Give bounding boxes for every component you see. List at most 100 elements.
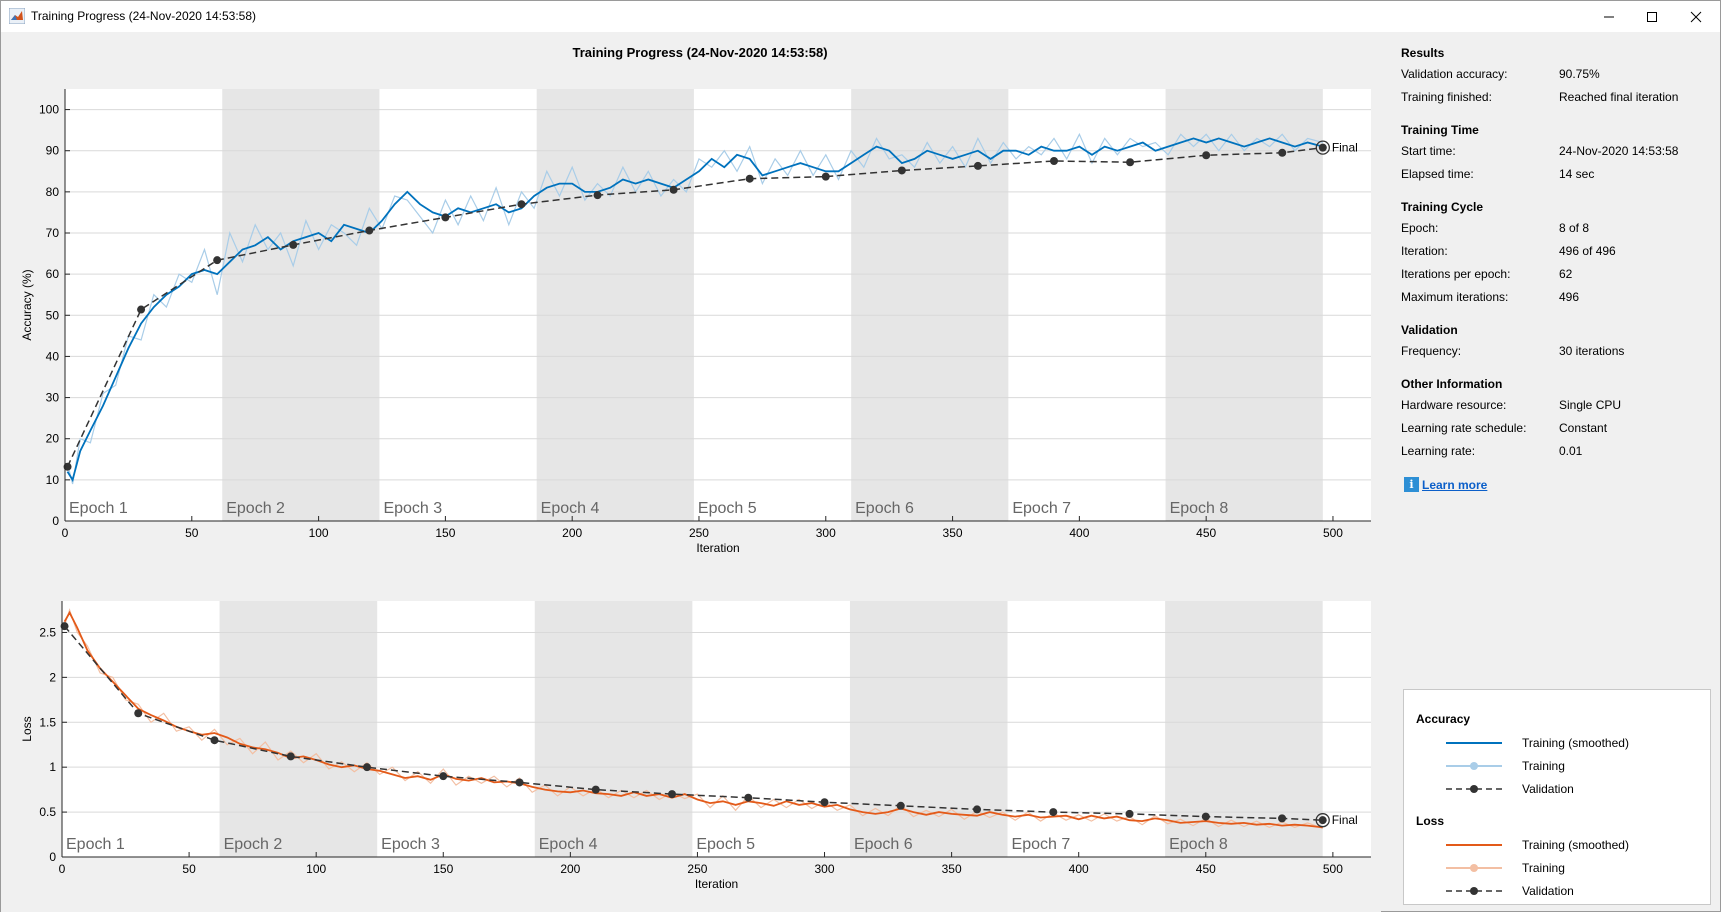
info-section-heading: Validation xyxy=(1401,323,1458,337)
legend-loss-validation: Validation xyxy=(1444,882,1574,900)
y-axis-label: Loss xyxy=(20,716,34,741)
title-bar[interactable]: Training Progress (24-Nov-2020 14:53:58) xyxy=(1,1,1720,32)
legend-accuracy-training: Training xyxy=(1444,757,1565,775)
legend-label: Training xyxy=(1522,861,1565,875)
learn-more-link[interactable]: Learn more xyxy=(1422,477,1488,492)
info-row: Hardware resource: Single CPU xyxy=(1401,398,1711,421)
loss-chart: Epoch 1 Epoch 2 Epoch 3 Epoch 4 Epoch 5 Epoch… xyxy=(20,601,1371,891)
minimize-button[interactable] xyxy=(1586,1,1632,32)
legend-label: Validation xyxy=(1522,782,1574,796)
validation-point xyxy=(289,240,298,249)
x-tick-label: 350 xyxy=(943,526,963,540)
info-row: Learning rate: 0.01 xyxy=(1401,444,1711,467)
epoch-shade xyxy=(1165,89,1323,521)
validation-point xyxy=(213,256,222,265)
validation-point xyxy=(668,790,677,799)
validation-point xyxy=(669,185,678,194)
info-label: Validation accuracy: xyxy=(1401,67,1508,81)
maximize-button[interactable] xyxy=(1629,1,1675,32)
info-row: Training finished: Reached final iteratio… xyxy=(1401,90,1711,113)
x-tick-label: 450 xyxy=(1196,862,1216,876)
info-label: Frequency: xyxy=(1401,344,1462,358)
info-row: Maximum iterations: 496 xyxy=(1401,290,1711,313)
epoch-label: Epoch 5 xyxy=(696,836,755,853)
validation-point xyxy=(1201,812,1210,821)
training-progress-charts: Training Progress (24-Nov-2020 14:53:58)… xyxy=(20,45,1371,891)
training-smoothed-line xyxy=(66,137,1324,483)
info-value: 14 sec xyxy=(1559,167,1595,181)
x-tick-label: 500 xyxy=(1323,526,1343,540)
info-row: Validation accuracy: 90.75% xyxy=(1401,67,1711,90)
validation-point xyxy=(515,778,524,787)
info-value: 496 xyxy=(1559,290,1580,304)
info-icon: i xyxy=(1404,477,1419,492)
x-tick-label: 0 xyxy=(62,526,69,540)
info-section: Other Information Hardware resource: Singl… xyxy=(1401,377,1711,467)
validation-point xyxy=(134,709,143,718)
x-tick-label: 450 xyxy=(1196,526,1216,540)
validation-point xyxy=(896,801,905,810)
validation-point xyxy=(973,161,982,170)
validation-point xyxy=(365,226,374,235)
info-row: Elapsed time: 14 sec xyxy=(1401,167,1711,190)
validation-point xyxy=(1050,157,1059,165)
epoch-label: Epoch 8 xyxy=(1170,500,1229,517)
validation-point xyxy=(1202,151,1211,160)
validation-point xyxy=(441,213,450,222)
legend-accuracy-heading: Accuracy xyxy=(1416,712,1471,726)
x-tick-label: 50 xyxy=(182,862,196,876)
epoch-label: Epoch 3 xyxy=(381,836,440,853)
validation-point xyxy=(363,763,372,772)
x-tick-label: 500 xyxy=(1323,862,1343,876)
y-tick-label: 60 xyxy=(46,267,60,281)
plot-area: Training Progress (24-Nov-2020 14:53:58)… xyxy=(1,32,1381,912)
x-tick-label: 400 xyxy=(1069,862,1089,876)
epoch-label: Epoch 6 xyxy=(855,500,914,517)
y-tick-label: 100 xyxy=(39,103,59,117)
info-section: Validation Frequency: 30 iterations xyxy=(1401,323,1711,367)
info-value: 8 of 8 xyxy=(1559,221,1590,235)
y-tick-label: 80 xyxy=(46,185,60,199)
epoch-label: Epoch 1 xyxy=(69,500,128,517)
y-tick-label: 1 xyxy=(49,760,56,774)
info-label: Maximum iterations: xyxy=(1401,290,1509,304)
epoch-shade xyxy=(851,89,1009,521)
info-value: 62 xyxy=(1559,267,1573,281)
y-tick-label: 0 xyxy=(49,850,56,864)
info-label: Hardware resource: xyxy=(1401,398,1507,412)
legend-label: Training (smoothed) xyxy=(1522,736,1629,750)
figure-title: Training Progress (24-Nov-2020 14:53:58) xyxy=(572,45,827,60)
validation-point xyxy=(1278,814,1287,823)
epoch-shade xyxy=(219,601,378,857)
x-tick-label: 0 xyxy=(59,862,66,876)
info-section-heading: Results xyxy=(1401,46,1445,60)
epoch-label: Epoch 7 xyxy=(1012,836,1071,853)
epoch-label: Epoch 8 xyxy=(1169,836,1228,853)
info-label: Elapsed time: xyxy=(1401,167,1474,181)
y-tick-label: 90 xyxy=(46,144,60,158)
epoch-label: Epoch 2 xyxy=(226,500,285,517)
epoch-label: Epoch 4 xyxy=(539,836,598,853)
x-tick-label: 300 xyxy=(815,862,835,876)
close-icon xyxy=(1690,11,1702,22)
final-marker xyxy=(1315,813,1330,828)
info-section-heading: Training Time xyxy=(1401,123,1479,137)
x-tick-label: 50 xyxy=(185,526,199,540)
info-label: Iteration: xyxy=(1401,244,1448,258)
info-value: 24-Nov-2020 14:53:58 xyxy=(1559,144,1679,158)
legend-accuracy-validation: Validation xyxy=(1444,780,1574,798)
y-tick-label: 2 xyxy=(49,670,56,684)
y-tick-label: 2.5 xyxy=(39,625,56,639)
x-tick-label: 300 xyxy=(816,526,836,540)
close-button[interactable] xyxy=(1673,1,1719,32)
info-value: 496 of 496 xyxy=(1559,244,1616,258)
info-value: 30 iterations xyxy=(1559,344,1625,358)
legend-label: Training xyxy=(1522,759,1565,773)
validation-point xyxy=(60,622,69,631)
info-label: Learning rate schedule: xyxy=(1401,421,1527,435)
epoch-label: Epoch 5 xyxy=(698,500,757,517)
accuracy-validation-swatch xyxy=(1446,785,1502,793)
final-marker xyxy=(1315,140,1330,155)
y-tick-label: 20 xyxy=(46,432,60,446)
